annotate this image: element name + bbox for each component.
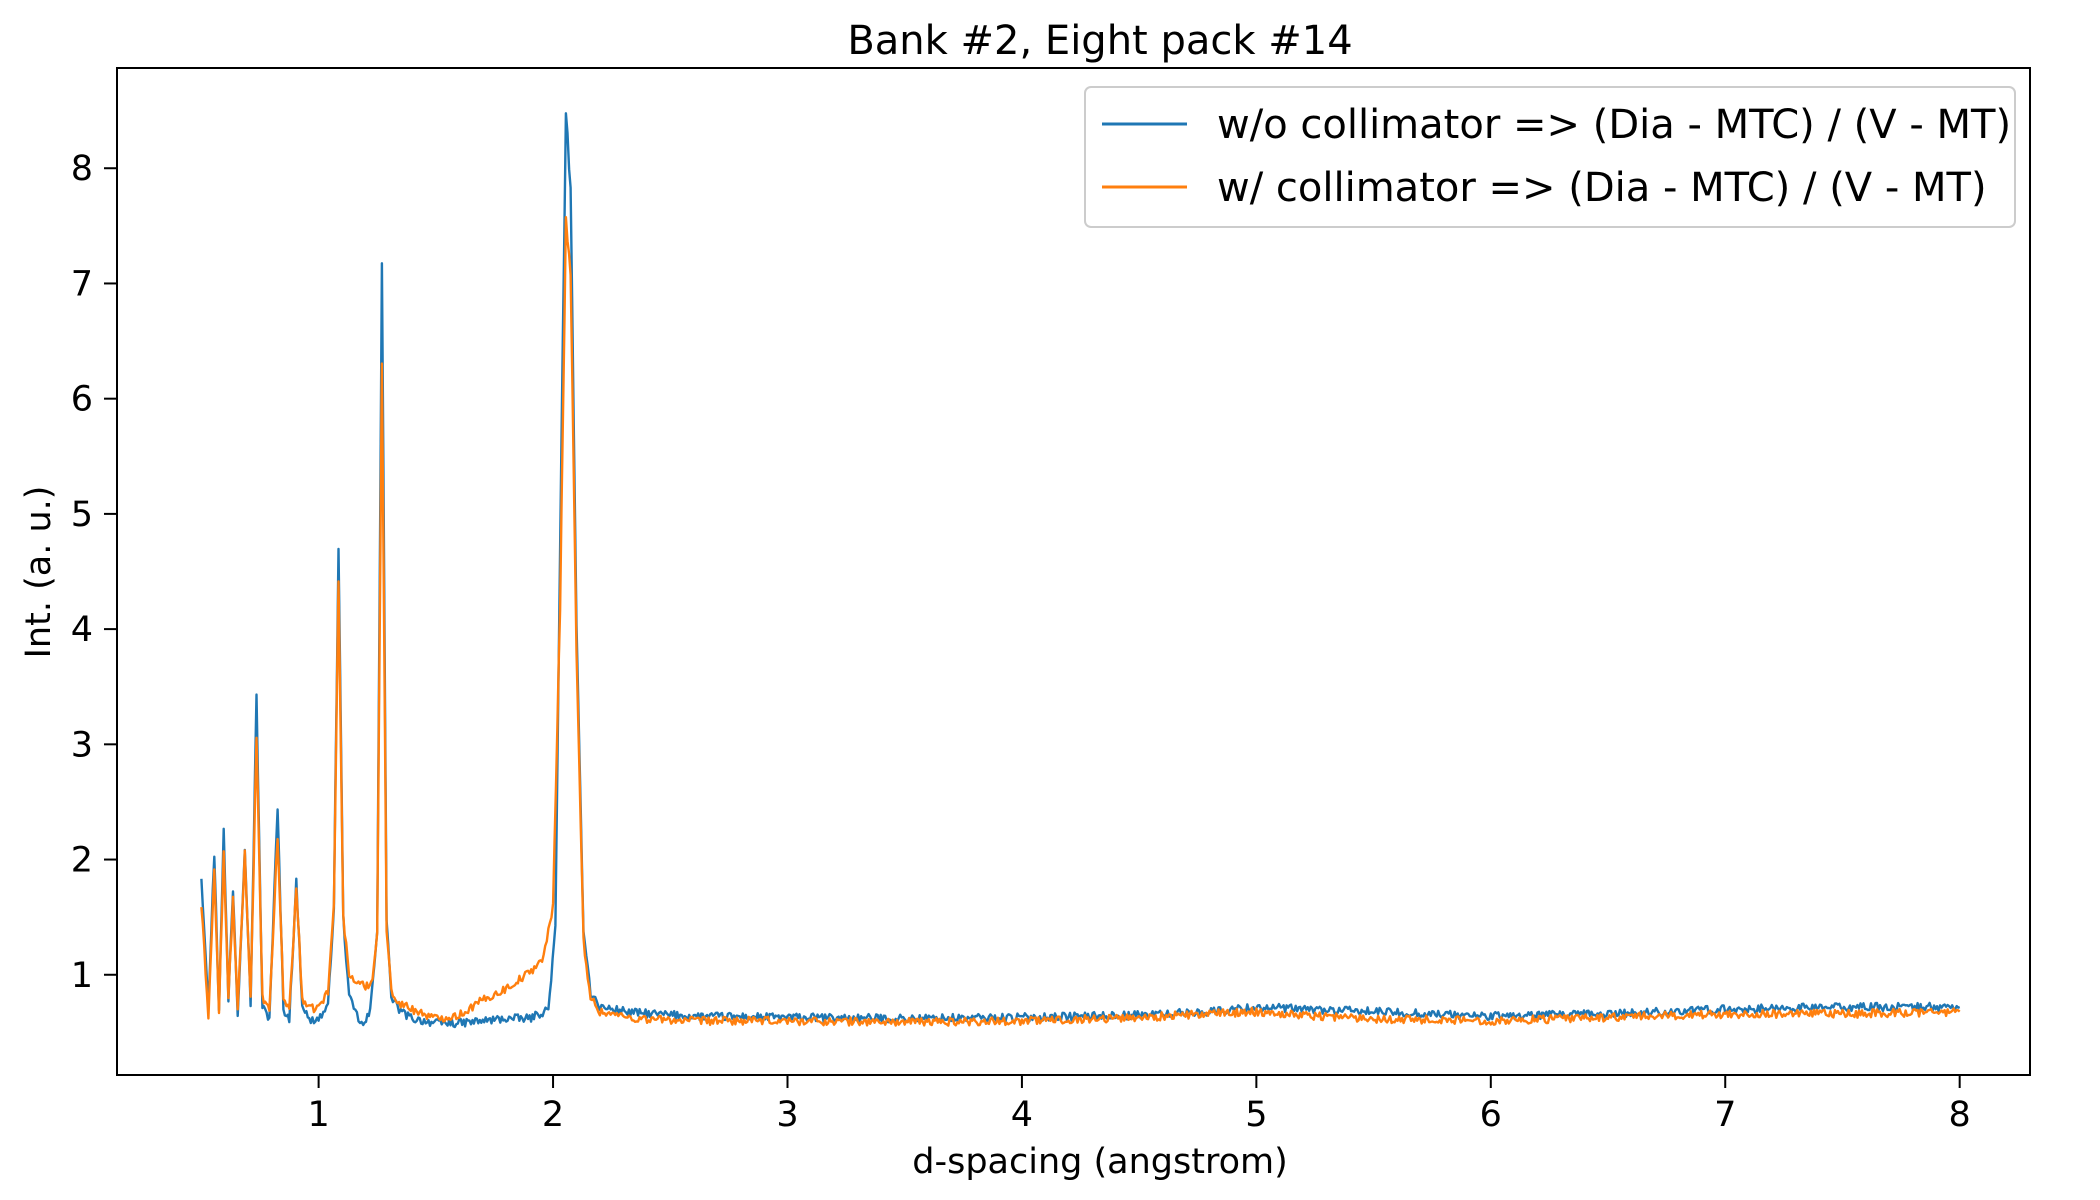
y-tick-label: 4 (71, 610, 93, 650)
y-tick-label: 5 (71, 495, 93, 535)
y-tick-label: 6 (71, 380, 93, 420)
y-tick-label: 7 (71, 264, 93, 304)
chart-title: Bank #2, Eight pack #14 (847, 18, 1352, 64)
x-tick-label: 1 (307, 1095, 329, 1135)
y-tick-label: 8 (71, 149, 93, 189)
x-axis: 1 2 3 4 5 6 7 8 (307, 1075, 1971, 1135)
y-axis-label: Int. (a. u.) (19, 486, 59, 659)
y-tick-label: 3 (71, 725, 93, 765)
y-axis: 1 2 3 4 5 6 7 8 (71, 149, 117, 996)
x-tick-label: 8 (1949, 1095, 1971, 1135)
x-tick-label: 6 (1480, 1095, 1502, 1135)
plot-lines (200, 112, 1961, 1029)
series-line-0 (200, 112, 1961, 1029)
plot-frame (116, 67, 2031, 1076)
legend-label-with-collimator: w/ collimator => (Dia - MTC) / (V - MT) (1217, 165, 1987, 211)
y-tick-label: 2 (71, 841, 93, 881)
legend: w/o collimator => (Dia - MTC) / (V - MT)… (1084, 86, 2016, 228)
x-axis-label: d-spacing (angstrom) (912, 1142, 1287, 1182)
series-line-1 (200, 216, 1961, 1027)
y-tick-label: 1 (71, 956, 93, 996)
x-tick-label: 2 (542, 1095, 564, 1135)
x-tick-label: 3 (776, 1095, 798, 1135)
x-tick-label: 5 (1245, 1095, 1267, 1135)
legend-box (1084, 86, 2016, 228)
x-tick-label: 4 (1011, 1095, 1033, 1135)
x-tick-label: 7 (1714, 1095, 1736, 1135)
legend-label-without-collimator: w/o collimator => (Dia - MTC) / (V - MT) (1217, 102, 2011, 148)
